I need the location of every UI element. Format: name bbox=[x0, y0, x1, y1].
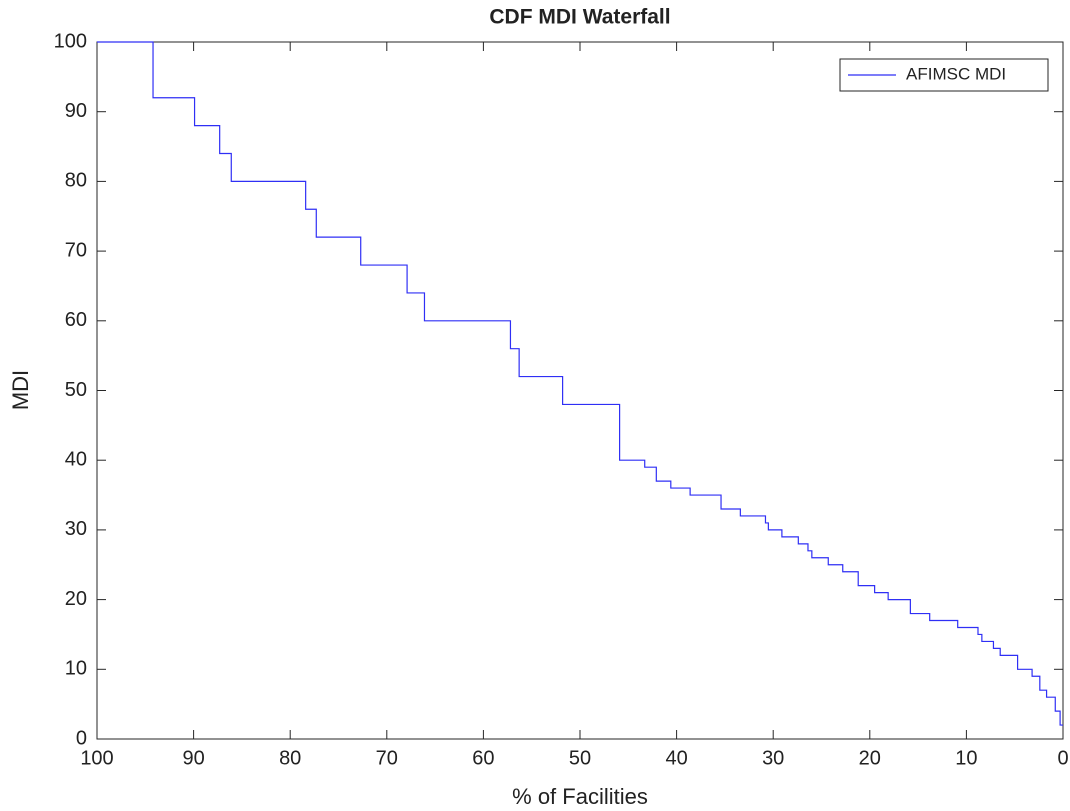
plot-area bbox=[96, 41, 1064, 740]
y-tick-label: 10 bbox=[65, 658, 87, 680]
x-tick-label: 50 bbox=[569, 747, 591, 769]
x-tick-label: 100 bbox=[80, 747, 113, 769]
y-tick-label: 70 bbox=[65, 239, 87, 261]
y-tick-label: 100 bbox=[54, 30, 87, 52]
y-axis-label: MDI bbox=[8, 370, 33, 410]
x-tick-label: 80 bbox=[279, 747, 301, 769]
y-tick-label: 60 bbox=[65, 309, 87, 331]
chart-title: CDF MDI Waterfall bbox=[489, 6, 670, 29]
x-tick-label: 40 bbox=[665, 747, 687, 769]
data-line bbox=[97, 41, 1063, 726]
y-tick-label: 20 bbox=[65, 588, 87, 610]
y-tick-label: 30 bbox=[65, 518, 87, 540]
x-tick-label: 70 bbox=[376, 747, 398, 769]
x-tick-label: 0 bbox=[1057, 747, 1068, 769]
x-axis-label: % of Facilities bbox=[512, 784, 648, 809]
x-tick-label: 10 bbox=[955, 747, 977, 769]
y-tick-label: 80 bbox=[65, 170, 87, 192]
x-tick-label: 60 bbox=[472, 747, 494, 769]
x-tick-label: 30 bbox=[762, 747, 784, 769]
y-tick-label: 40 bbox=[65, 448, 87, 470]
x-tick-label: 20 bbox=[859, 747, 881, 769]
x-tick-label: 90 bbox=[182, 747, 204, 769]
y-tick-label: 50 bbox=[65, 379, 87, 401]
y-tick-label: 0 bbox=[76, 727, 87, 749]
y-tick-label: 90 bbox=[65, 100, 87, 122]
legend-label: AFIMSC MDI bbox=[906, 64, 1006, 83]
